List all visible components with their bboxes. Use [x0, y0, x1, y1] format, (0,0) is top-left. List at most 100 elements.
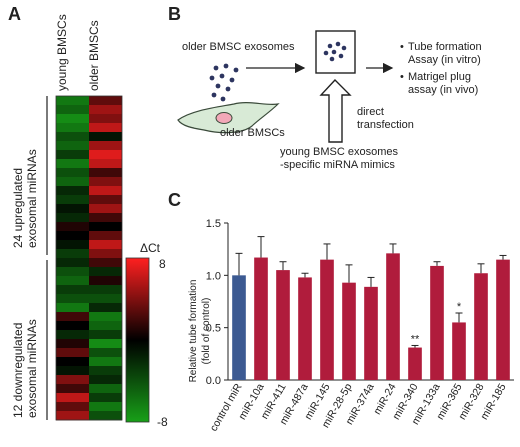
heatmap-cell-older-2 — [89, 114, 122, 124]
heatmap-cell-young-13 — [56, 213, 89, 223]
heatmap-cell-young-31 — [56, 375, 89, 385]
mimics-label-line2: -specific miRNA mimics — [280, 159, 395, 171]
heatmap-cell-older-22 — [89, 294, 122, 304]
assay-bullet-1: • — [400, 41, 404, 53]
heatmap-cell-young-27 — [56, 339, 89, 349]
heatmap-cell-older-30 — [89, 366, 122, 376]
direct-transfection-arrow — [319, 78, 352, 143]
upregulated-label-line2: exosomal miRNAs — [25, 149, 39, 248]
legend-title: ΔCt — [140, 241, 161, 255]
panel-a-heatmap-figure: young BMSCs older BMSCs 24 upregulated e… — [11, 14, 168, 429]
heatmap-cell-older-15 — [89, 231, 122, 241]
panel-c-bar-chart: Relative tube formation (fold of control… — [188, 218, 514, 433]
panel-b-letter: B — [168, 4, 181, 24]
legend-max: 8 — [159, 257, 166, 271]
heatmap-cell-older-9 — [89, 177, 122, 187]
heatmap-cell-young-18 — [56, 258, 89, 268]
heatmap-cell-young-9 — [56, 177, 89, 187]
bar-miR-10a — [254, 257, 268, 380]
assay-1-line1: Tube formation — [408, 41, 482, 53]
heatmap-cell-young-10 — [56, 186, 89, 196]
bar-miR-133a — [430, 265, 444, 380]
heatmap-cell-young-25 — [56, 321, 89, 331]
direct-label-line1: direct — [357, 106, 384, 118]
heatmap-cell-older-28 — [89, 348, 122, 358]
downregulated-label-line2: exosomal miRNAs — [25, 319, 39, 418]
older-bmscs-label: older BMSCs — [220, 127, 285, 139]
older-exosomes-label: older BMSC exosomes — [182, 41, 295, 53]
heatmap-cell-older-24 — [89, 312, 122, 322]
heatmap-cell-young-30 — [56, 366, 89, 376]
assay-2-line2: assay (in vivo) — [408, 84, 478, 96]
heatmap-cell-young-33 — [56, 393, 89, 403]
heatmap-cell-young-12 — [56, 204, 89, 214]
heatmap-cell-older-21 — [89, 285, 122, 295]
heatmap-cell-older-31 — [89, 375, 122, 385]
heatmap-cell-young-11 — [56, 195, 89, 205]
heatmap-cell-young-2 — [56, 114, 89, 124]
heatmap-cell-older-0 — [89, 96, 122, 106]
heatmap-cell-young-0 — [56, 96, 89, 106]
heatmap-cell-older-34 — [89, 402, 122, 412]
chart-labels: control miRmiR-10amiR-411miR-487amiR-145… — [208, 301, 509, 433]
panel-c-letter: C — [168, 190, 181, 210]
heatmap-cell-young-3 — [56, 123, 89, 133]
heatmap-border — [55, 95, 123, 421]
heatmap-cell-young-34 — [56, 402, 89, 412]
bar-miR-145 — [320, 259, 334, 380]
legend-color-bar — [125, 257, 150, 423]
x-tick-label-control miR: control miR — [208, 381, 245, 433]
heatmap-col-label-young: young BMSCs — [55, 14, 69, 91]
heatmap-cell-older-5 — [89, 141, 122, 151]
heatmap-cell-older-8 — [89, 168, 122, 178]
heatmap-cell-young-21 — [56, 285, 89, 295]
heatmap-col-label-older: older BMSCs — [87, 20, 101, 91]
heatmap-cell-older-16 — [89, 240, 122, 250]
heatmap-cell-older-3 — [89, 123, 122, 133]
bar-miR-411 — [276, 270, 290, 380]
bar-miR-24 — [386, 253, 400, 380]
cell-nucleus — [215, 112, 233, 124]
older-exosome-dots — [209, 63, 239, 102]
direct-label-line2: transfection — [357, 119, 414, 131]
heatmap-cell-older-29 — [89, 357, 122, 367]
heatmap-cell-older-27 — [89, 339, 122, 349]
heatmap-cell-older-12 — [89, 204, 122, 214]
heatmap-cell-young-6 — [56, 150, 89, 160]
heatmap-cell-young-17 — [56, 249, 89, 259]
heatmap-cell-older-18 — [89, 258, 122, 268]
significance-miR-340: ** — [411, 333, 420, 345]
heatmap-cell-young-5 — [56, 141, 89, 151]
heatmap-cell-young-22 — [56, 294, 89, 304]
heatmap-cell-older-17 — [89, 249, 122, 259]
heatmap-cell-young-26 — [56, 330, 89, 340]
heatmap-cell-older-10 — [89, 186, 122, 196]
y-tick-label-0: 0.0 — [206, 375, 221, 387]
y-tick-label-2: 1.0 — [206, 270, 221, 282]
heatmap-cell-young-7 — [56, 159, 89, 169]
assay-1-line2: Assay (in vitro) — [408, 54, 481, 66]
bar-miR-28-5p — [342, 282, 356, 380]
heatmap-cell-older-4 — [89, 132, 122, 142]
heatmap-cell-older-35 — [89, 411, 122, 421]
bar-control miR — [232, 275, 246, 380]
heatmap-cell-older-13 — [89, 213, 122, 223]
bar-miR-340 — [408, 347, 422, 380]
downregulated-label-line1: 12 downregulated — [11, 323, 25, 418]
chart-bars — [232, 236, 510, 380]
assay-bullet-2: • — [400, 71, 404, 83]
bar-miR-185 — [496, 259, 510, 380]
heatmap-cell-older-25 — [89, 321, 122, 331]
heatmap-cell-young-28 — [56, 348, 89, 358]
bar-miR-365 — [452, 322, 466, 380]
heatmap-cell-older-6 — [89, 150, 122, 160]
significance-miR-365: * — [457, 301, 462, 313]
y-axis-label-line1: Relative tube formation — [188, 280, 199, 383]
heatmap-cell-older-11 — [89, 195, 122, 205]
heatmap-cell-young-1 — [56, 105, 89, 115]
heatmap-cell-young-14 — [56, 222, 89, 232]
heatmap-cell-young-15 — [56, 231, 89, 241]
panel-b-schematic: older BMSC exosomes older BMSCs • Tube f… — [177, 30, 482, 171]
y-tick-label-1: 0.5 — [206, 323, 221, 335]
upregulated-label-line1: 24 upregulated — [11, 168, 25, 248]
